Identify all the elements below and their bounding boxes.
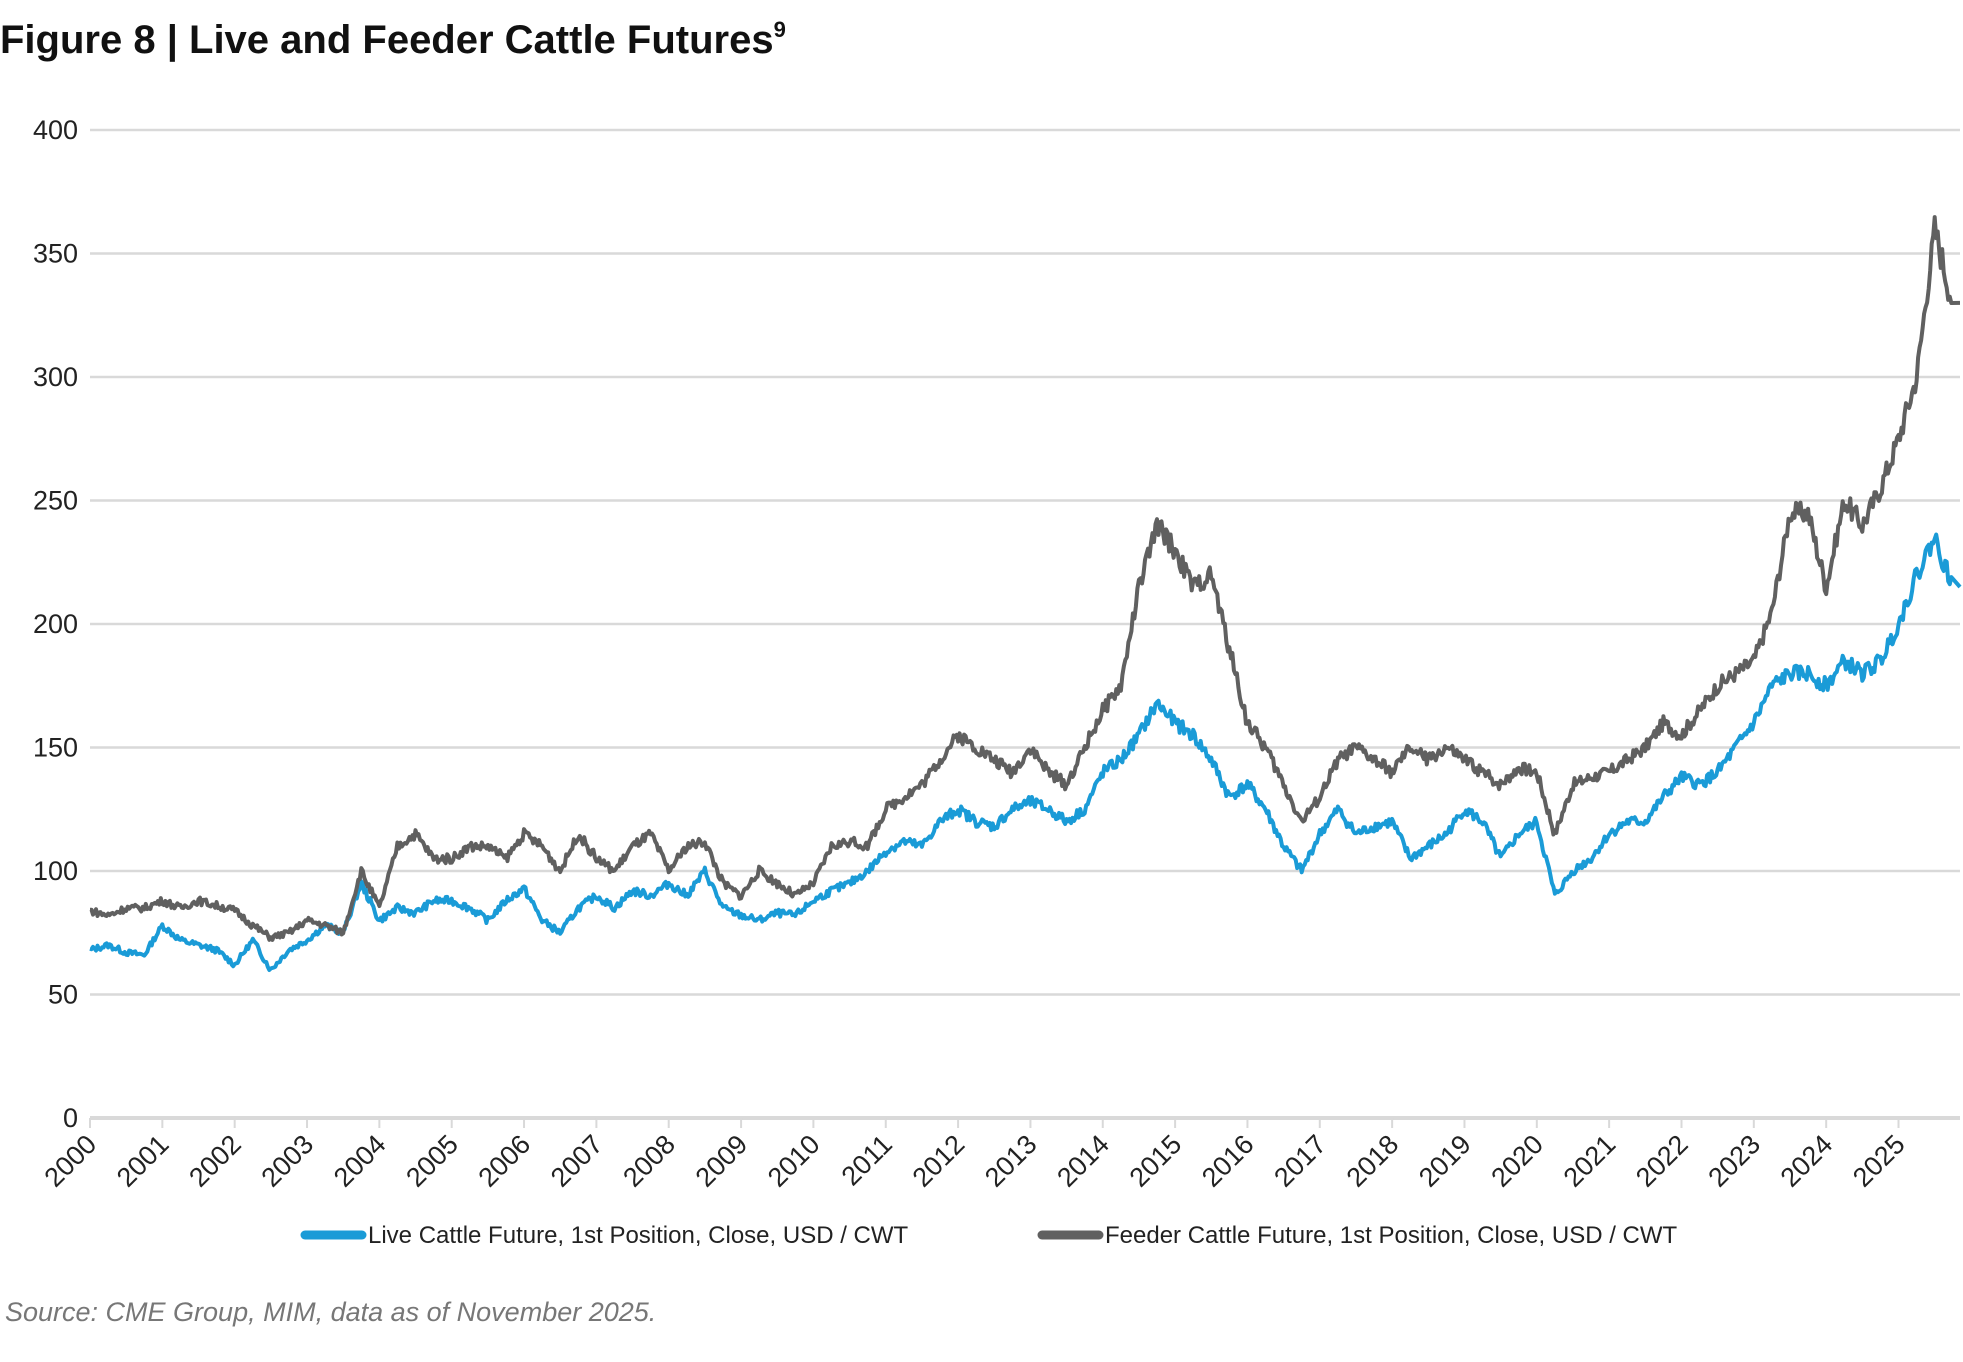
x-tick-label: 2018: [1341, 1129, 1405, 1193]
x-tick-label: 2025: [1847, 1129, 1911, 1193]
y-tick-label: 100: [33, 856, 78, 886]
x-tick-label: 2010: [762, 1129, 826, 1193]
y-tick-label: 200: [33, 609, 78, 639]
x-tick-label: 2006: [473, 1129, 537, 1193]
x-tick-label: 2024: [1775, 1129, 1839, 1193]
y-tick-label: 0: [63, 1103, 78, 1133]
x-tick-label: 2013: [979, 1129, 1043, 1193]
x-axis: 2000 2001 2002 2003 2004 2005 2006 2007 2008 2009…: [39, 1118, 1911, 1193]
x-tick-label: 2000: [39, 1129, 103, 1193]
legend: Live Cattle Future, 1st Position, Close,…: [300, 1222, 1678, 1249]
legend-label: Live Cattle Future, 1st Position, Close,…: [368, 1222, 909, 1249]
chart-title: Figure 8 | Live and Feeder Cattle Future…: [0, 17, 786, 62]
x-tick-label: 2017: [1268, 1129, 1332, 1193]
y-tick-label: 350: [33, 239, 78, 269]
x-tick-label: 2004: [328, 1129, 392, 1193]
gridlines: [90, 128, 1960, 1120]
y-tick-label: 50: [48, 980, 78, 1010]
x-tick-label: 2016: [1196, 1129, 1260, 1193]
x-tick-label: 2009: [690, 1129, 754, 1193]
series-line-live-cattle: [89, 532, 1962, 972]
x-tick-label: 2022: [1630, 1129, 1694, 1193]
y-tick-label: 250: [33, 486, 78, 516]
x-tick-label: 2023: [1702, 1129, 1766, 1193]
x-tick-label: 2003: [256, 1129, 320, 1193]
title-superscript: 9: [774, 17, 786, 42]
x-tick-label: 2020: [1485, 1129, 1549, 1193]
x-tick-label: 2008: [617, 1129, 681, 1193]
legend-label: Feeder Cattle Future, 1st Position, Clos…: [1105, 1222, 1678, 1249]
x-tick-label: 2005: [400, 1129, 464, 1193]
x-tick-label: 2012: [907, 1129, 971, 1193]
x-tick-label: 2011: [836, 1129, 898, 1191]
series-line-feeder-cattle: [89, 215, 1961, 942]
x-tick-label: 2015: [1124, 1129, 1188, 1193]
y-tick-label: 300: [33, 362, 78, 392]
x-tick-label: 2014: [1051, 1129, 1115, 1193]
y-tick-label: 400: [33, 115, 78, 145]
y-axis: 0 50 100 150 200 250 300 350 400: [33, 115, 78, 1133]
x-tick-label: 2021: [1558, 1129, 1622, 1193]
series-lines: [89, 215, 1962, 972]
x-tick-label: 2002: [183, 1129, 247, 1193]
y-tick-label: 150: [33, 733, 78, 763]
x-tick-label: 2001: [111, 1129, 175, 1193]
x-tick-label: 2019: [1413, 1129, 1477, 1193]
source-note: Source: CME Group, MIM, data as of Novem…: [5, 1297, 656, 1327]
x-tick-label: 2007: [545, 1129, 609, 1193]
